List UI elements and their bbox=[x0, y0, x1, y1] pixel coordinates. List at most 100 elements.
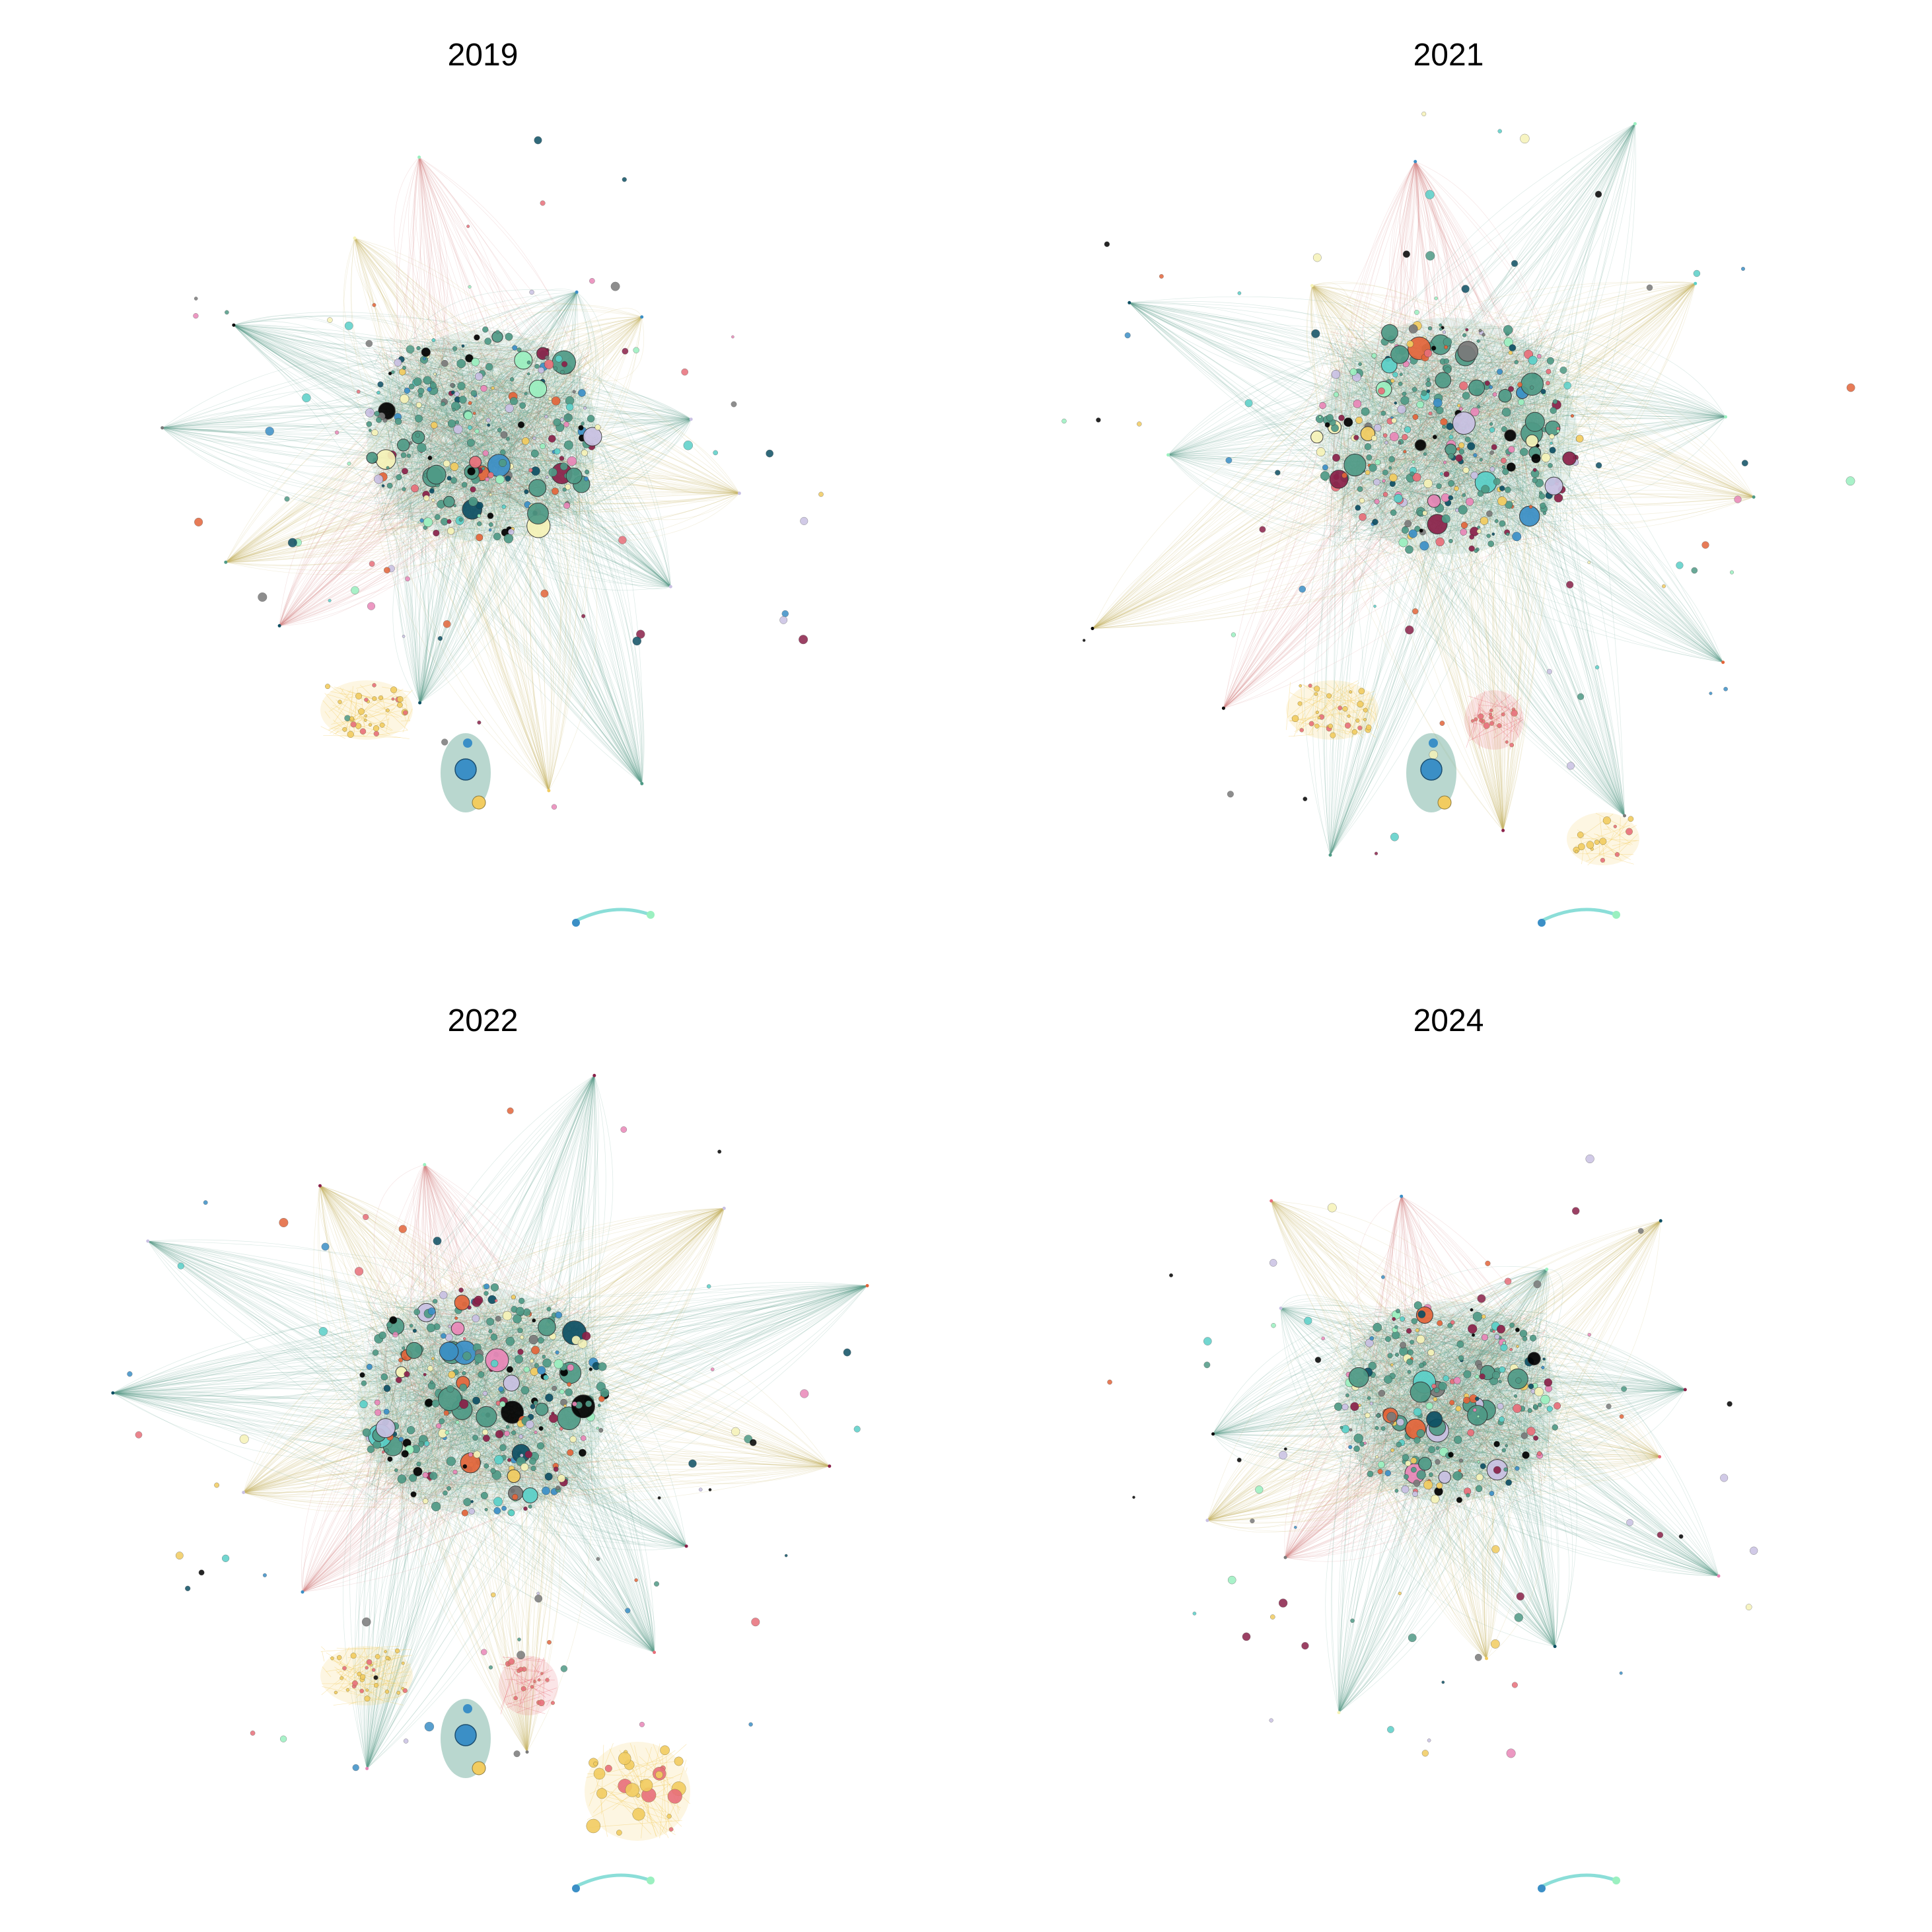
edge bbox=[318, 1186, 395, 1434]
edge bbox=[400, 1463, 830, 1497]
node bbox=[781, 610, 789, 618]
edge bbox=[1092, 508, 1534, 629]
edge bbox=[404, 341, 740, 494]
edge bbox=[448, 1419, 655, 1653]
edge bbox=[503, 1075, 595, 1400]
node bbox=[1299, 728, 1304, 733]
edge bbox=[505, 355, 587, 454]
edge bbox=[567, 1428, 655, 1653]
edge bbox=[225, 410, 562, 563]
edge bbox=[233, 324, 518, 512]
edge bbox=[435, 533, 643, 784]
edge bbox=[302, 1362, 445, 1592]
node bbox=[528, 479, 547, 497]
edge bbox=[487, 417, 671, 587]
edge bbox=[1393, 352, 1472, 501]
edge bbox=[380, 526, 643, 784]
node bbox=[1420, 758, 1443, 781]
edge bbox=[243, 1434, 440, 1493]
edge bbox=[1325, 683, 1367, 713]
edge bbox=[495, 1302, 655, 1653]
edge bbox=[112, 1312, 594, 1394]
edge bbox=[424, 1164, 546, 1421]
node bbox=[405, 576, 410, 582]
edge bbox=[1332, 283, 1696, 364]
edge bbox=[1129, 302, 1522, 469]
edge bbox=[483, 1480, 687, 1547]
edge bbox=[375, 704, 395, 711]
edge bbox=[1482, 694, 1512, 717]
edge bbox=[535, 1321, 655, 1653]
edge bbox=[472, 308, 642, 347]
edge bbox=[419, 157, 576, 345]
edge bbox=[243, 1492, 550, 1509]
edge bbox=[383, 486, 550, 791]
edge bbox=[1316, 684, 1344, 718]
edge bbox=[147, 1240, 532, 1390]
node bbox=[379, 722, 385, 728]
node bbox=[1505, 501, 1513, 509]
edge bbox=[1371, 283, 1696, 458]
edge bbox=[437, 1335, 687, 1547]
edge bbox=[1223, 442, 1545, 709]
edge bbox=[243, 1478, 512, 1502]
edge bbox=[585, 446, 740, 496]
edge bbox=[1312, 285, 1412, 328]
edge bbox=[147, 1240, 404, 1398]
edge bbox=[364, 1481, 421, 1769]
edge bbox=[1417, 499, 1723, 663]
edge bbox=[427, 1402, 528, 1752]
edge bbox=[1092, 510, 1467, 629]
edge bbox=[462, 1495, 655, 1653]
node bbox=[1454, 485, 1459, 491]
edge bbox=[147, 1240, 469, 1354]
node bbox=[1404, 426, 1412, 433]
node bbox=[1390, 378, 1395, 383]
edge bbox=[404, 365, 517, 509]
node bbox=[1455, 454, 1463, 462]
edge bbox=[466, 359, 509, 531]
node bbox=[441, 402, 446, 407]
edge bbox=[419, 341, 458, 703]
edge bbox=[1412, 338, 1431, 490]
node bbox=[1388, 456, 1395, 462]
node bbox=[376, 390, 380, 395]
edge bbox=[369, 1417, 830, 1467]
edge bbox=[1558, 374, 1726, 417]
edge bbox=[1559, 330, 1726, 417]
edge bbox=[1092, 468, 1330, 629]
edge bbox=[354, 238, 538, 408]
node bbox=[1324, 422, 1330, 428]
node bbox=[1462, 466, 1470, 474]
edge bbox=[497, 398, 671, 587]
edge bbox=[243, 1430, 447, 1493]
edge bbox=[1503, 439, 1542, 831]
edge bbox=[225, 463, 509, 563]
edge bbox=[406, 1498, 655, 1653]
edge bbox=[466, 1337, 528, 1752]
edge bbox=[320, 1186, 451, 1378]
edge bbox=[320, 1185, 600, 1372]
edge bbox=[1168, 350, 1366, 455]
edge bbox=[354, 238, 454, 406]
edge bbox=[443, 527, 643, 784]
edge bbox=[1362, 450, 1503, 831]
node bbox=[1363, 707, 1368, 713]
edge bbox=[147, 1240, 534, 1431]
node bbox=[447, 476, 452, 481]
edge bbox=[538, 350, 566, 413]
edge bbox=[1382, 333, 1503, 831]
edge bbox=[569, 1446, 656, 1653]
edge bbox=[1513, 447, 1625, 816]
edge bbox=[112, 1320, 388, 1394]
edge bbox=[1407, 161, 1416, 326]
edge bbox=[1364, 124, 1635, 424]
edge bbox=[475, 291, 577, 384]
edge bbox=[328, 688, 404, 731]
edge bbox=[162, 363, 433, 429]
edge bbox=[501, 316, 642, 392]
node bbox=[493, 532, 501, 540]
edge bbox=[1390, 338, 1539, 546]
edge bbox=[1503, 361, 1507, 831]
edge bbox=[367, 1295, 402, 1769]
